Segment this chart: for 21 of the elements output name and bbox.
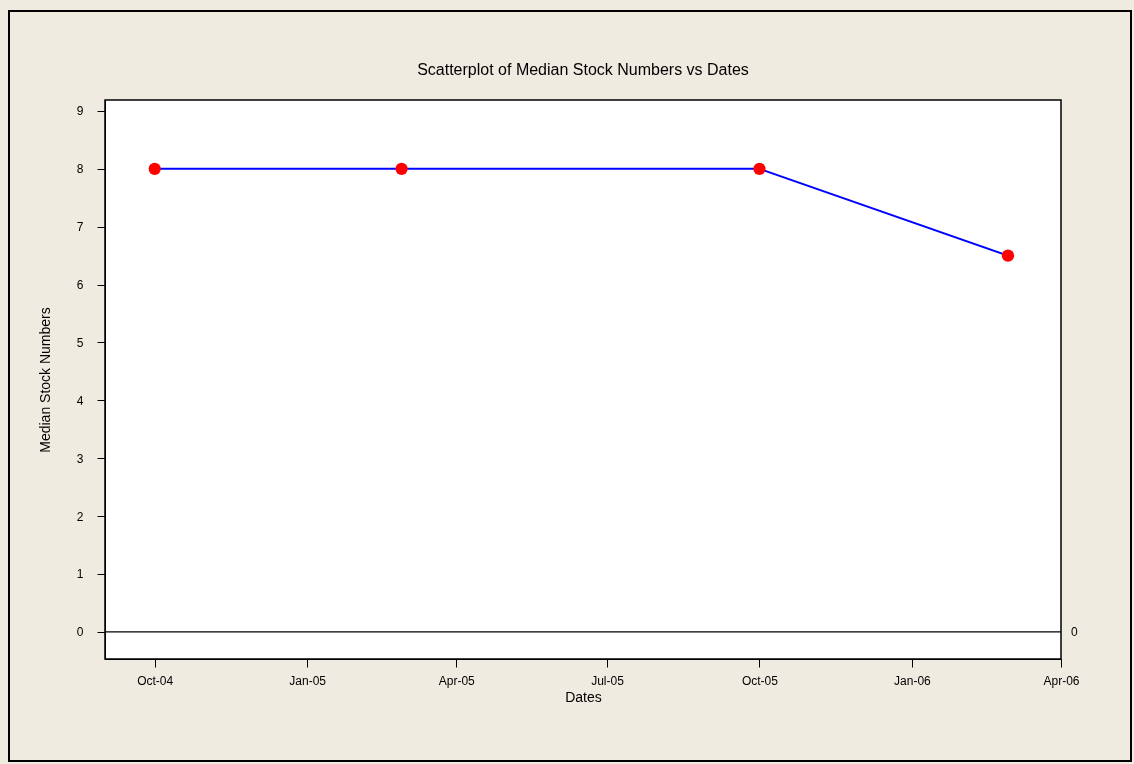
x-tick-label: Jul-05 (591, 673, 625, 688)
x-tick-label: Apr-05 (438, 673, 476, 688)
y-axis-title: Median Stock Numbers (36, 307, 53, 453)
y-tick-label: 7 (76, 220, 84, 235)
y-tick-label: 1 (76, 567, 84, 582)
y-tick-label: 9 (76, 104, 84, 119)
y-tick-label: 2 (76, 509, 84, 524)
x-tick-label: Jan-06 (894, 673, 932, 688)
y-tick-label: 0 (76, 625, 84, 640)
chart-title: Scatterplot of Median Stock Numbers vs Dates (417, 61, 749, 78)
x-axis-title: Dates (565, 688, 602, 705)
x-tick-label: Oct-05 (741, 673, 779, 688)
y-tick-label: 6 (76, 278, 84, 293)
x-tick-label: Oct-04 (137, 673, 174, 688)
x-tick-label: Apr-06 (1043, 673, 1080, 688)
x-tick-label: Jan-05 (289, 673, 327, 688)
y-tick-label: 4 (76, 393, 84, 408)
y-tick-label: 3 (76, 451, 84, 466)
y-tick-label: 5 (76, 335, 84, 350)
ref-line-label: 0 (1071, 624, 1078, 639)
y-tick-label: 8 (76, 162, 84, 177)
